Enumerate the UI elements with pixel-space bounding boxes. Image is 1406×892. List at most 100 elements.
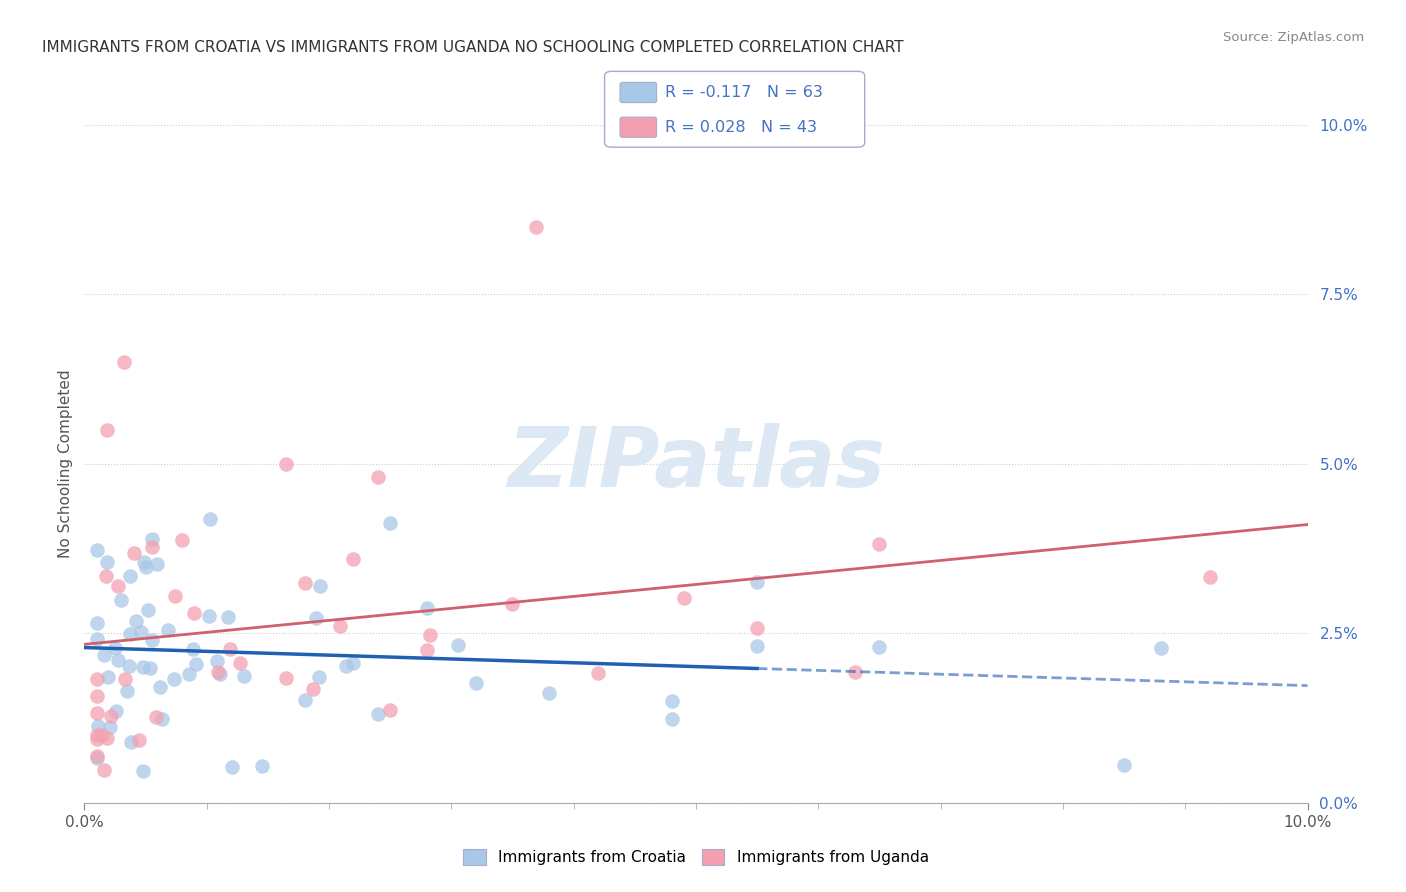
Point <box>122 546 145 560</box>
Point <box>86 543 108 558</box>
Point <box>380 702 402 716</box>
Text: R = -0.117   N = 63: R = -0.117 N = 63 <box>665 86 823 100</box>
Point <box>145 710 167 724</box>
Point <box>209 667 232 681</box>
Point <box>219 642 242 657</box>
Point <box>86 706 108 720</box>
Point <box>86 748 108 763</box>
Point <box>86 728 108 742</box>
Point <box>132 660 155 674</box>
Point <box>96 731 118 745</box>
Y-axis label: No Schooling Completed: No Schooling Completed <box>58 369 73 558</box>
Point <box>672 591 695 605</box>
Point <box>747 621 769 635</box>
Point <box>134 555 156 569</box>
Point <box>107 579 129 593</box>
Point <box>170 533 193 548</box>
Point <box>367 707 389 722</box>
Point <box>844 665 866 679</box>
Point <box>586 665 609 680</box>
Text: IMMIGRANTS FROM CROATIA VS IMMIGRANTS FROM UGANDA NO SCHOOLING COMPLETED CORRELA: IMMIGRANTS FROM CROATIA VS IMMIGRANTS FR… <box>42 40 904 55</box>
Point <box>217 610 239 624</box>
Point <box>104 704 127 718</box>
Point <box>747 574 769 589</box>
Point <box>98 720 121 734</box>
Point <box>747 639 769 653</box>
Point <box>104 641 127 656</box>
Point <box>96 556 118 570</box>
Point <box>149 681 172 695</box>
Point <box>1150 640 1173 655</box>
Point <box>294 692 316 706</box>
Text: Source: ZipAtlas.com: Source: ZipAtlas.com <box>1223 31 1364 45</box>
Point <box>252 759 274 773</box>
Point <box>179 667 201 681</box>
Point <box>305 610 328 624</box>
Point <box>87 719 110 733</box>
Point <box>165 589 187 603</box>
Point <box>308 670 330 684</box>
Point <box>86 731 108 746</box>
Point <box>1198 570 1220 584</box>
Point <box>146 557 169 571</box>
Point <box>538 686 561 700</box>
Point <box>232 669 254 683</box>
Point <box>118 568 141 582</box>
Point <box>91 728 114 742</box>
Point <box>96 423 118 437</box>
Point <box>86 751 108 765</box>
Point <box>141 540 163 554</box>
Point <box>447 639 470 653</box>
Point <box>335 658 357 673</box>
Point <box>184 657 207 672</box>
Text: ZIPatlas: ZIPatlas <box>508 424 884 504</box>
Point <box>661 713 683 727</box>
Point <box>221 760 243 774</box>
Point <box>183 606 205 620</box>
Point <box>294 576 316 591</box>
Point <box>205 654 228 668</box>
Point <box>524 219 547 234</box>
Point <box>86 672 108 686</box>
Text: R = 0.028   N = 43: R = 0.028 N = 43 <box>665 120 817 135</box>
Point <box>115 683 138 698</box>
Point <box>93 648 115 662</box>
Point <box>129 624 152 639</box>
Point <box>419 628 441 642</box>
Point <box>416 601 439 615</box>
Point <box>96 569 118 583</box>
Point <box>112 355 135 369</box>
Point <box>198 512 221 526</box>
Point <box>118 627 141 641</box>
Point <box>416 643 439 657</box>
Point <box>132 764 155 779</box>
Point <box>110 593 132 607</box>
Point <box>229 656 252 670</box>
Point <box>141 532 163 546</box>
Point <box>135 560 157 574</box>
Point <box>141 632 163 647</box>
Point <box>308 579 330 593</box>
Point <box>181 642 204 657</box>
Point <box>86 616 108 631</box>
Point <box>93 763 115 777</box>
Point <box>107 653 129 667</box>
Point <box>197 608 219 623</box>
Point <box>301 681 323 696</box>
Point <box>342 552 364 566</box>
Point <box>367 470 389 484</box>
Point <box>86 632 108 647</box>
Point <box>86 689 108 703</box>
Point <box>128 733 150 747</box>
Point <box>156 623 179 637</box>
Point <box>118 659 141 673</box>
Point <box>276 671 298 685</box>
Point <box>100 709 122 723</box>
Point <box>274 457 297 471</box>
Point <box>342 656 364 670</box>
Point <box>464 676 486 690</box>
Point <box>869 640 891 655</box>
Point <box>97 670 120 684</box>
Point <box>139 661 162 675</box>
Point <box>502 597 524 611</box>
